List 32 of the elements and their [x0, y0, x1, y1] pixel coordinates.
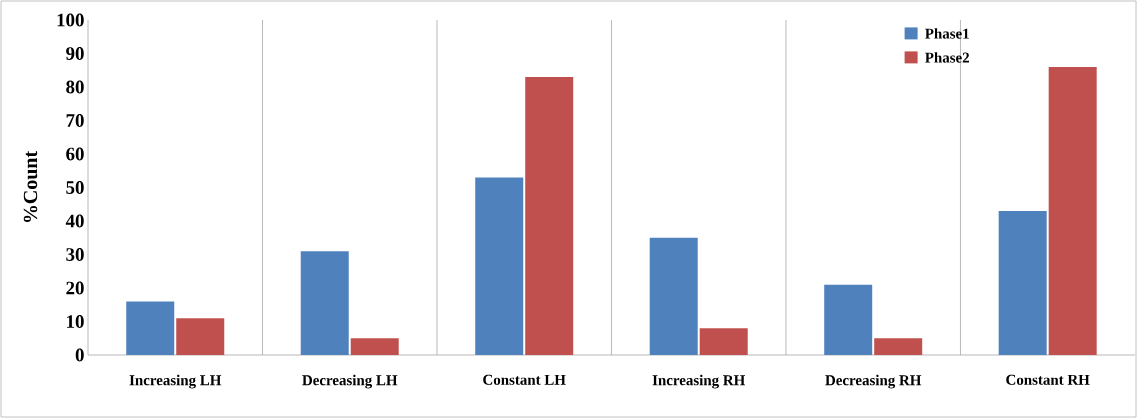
y-tick-label: 10 — [67, 315, 84, 328]
y-tick-label: 0 — [75, 348, 84, 362]
y-tick-label: 30 — [66, 248, 84, 261]
x-tick-label: Increasing LH — [129, 374, 222, 389]
y-tick-label: 40 — [65, 214, 84, 228]
bar — [649, 237, 698, 355]
y-tick-label: 20 — [66, 281, 84, 295]
x-tick-label: Decreasing LH — [302, 374, 398, 389]
y-tick-label: 50 — [66, 181, 84, 194]
bar — [300, 251, 349, 355]
bar — [699, 328, 748, 355]
y-tick-label: 70 — [66, 114, 84, 127]
bar — [1048, 66, 1097, 355]
y-tick-label: 80 — [66, 80, 84, 94]
y-axis-title: %Count — [23, 151, 38, 222]
x-tick-label: Increasing RH — [652, 374, 746, 389]
bar — [176, 318, 225, 355]
bar — [126, 301, 175, 355]
bar — [824, 284, 873, 355]
x-tick-label: Constant RH — [1006, 374, 1090, 385]
x-tick-label: Decreasing RH — [825, 374, 922, 389]
y-tick-label: 90 — [66, 47, 84, 60]
x-tick-label: Constant LH — [483, 374, 566, 385]
y-tick-label: 60 — [66, 147, 84, 161]
bar — [350, 338, 399, 355]
bar — [525, 76, 574, 355]
bar — [998, 210, 1047, 355]
bar — [475, 177, 524, 355]
y-tick-label: 100 — [57, 13, 84, 27]
bar — [874, 338, 923, 355]
legend-label: Phase1 — [925, 28, 969, 39]
legend-label: Phase2 — [925, 52, 969, 63]
